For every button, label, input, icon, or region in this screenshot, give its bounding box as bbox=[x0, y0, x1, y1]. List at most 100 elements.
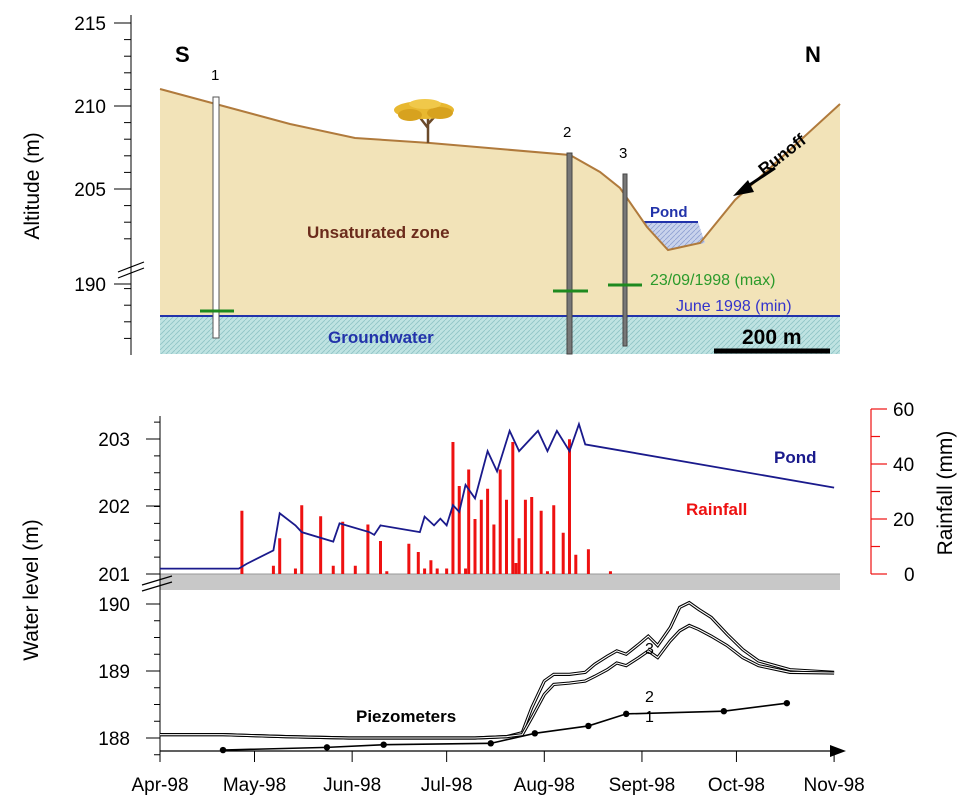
rainfall-bar bbox=[514, 563, 518, 574]
time-axis-tick-label: Jul-98 bbox=[421, 775, 473, 796]
rainfall-tick-label: 40 bbox=[893, 455, 914, 476]
rainfall-bar bbox=[464, 568, 468, 574]
north-label: N bbox=[805, 42, 821, 67]
rainfall-bar bbox=[498, 469, 502, 574]
rainfall-bar bbox=[561, 532, 565, 574]
scale-bar-label: 200 m bbox=[742, 326, 802, 349]
rainfall-bar bbox=[445, 568, 449, 574]
altitude-tick-label: 215 bbox=[74, 14, 106, 35]
rainfall-bar bbox=[278, 538, 282, 574]
piezometer-1-tube bbox=[212, 96, 220, 339]
time-axis-tick-labels: Apr-98 May-98 Jun-98 Jul-98 Aug-98 Sept-98 Oct… bbox=[131, 775, 864, 796]
rainfall-bar bbox=[319, 516, 323, 574]
south-label: S bbox=[175, 42, 190, 67]
pond-series bbox=[160, 421, 835, 570]
piezometer-1-point bbox=[585, 722, 592, 730]
rainfall-bar bbox=[511, 442, 515, 574]
water-level-axis-break bbox=[141, 575, 173, 592]
piezometer-series bbox=[160, 600, 835, 751]
time-axis-tick-label: Jun-98 bbox=[323, 775, 381, 796]
piezometer-3-label: 3 bbox=[619, 145, 627, 162]
rainfall-bar bbox=[523, 499, 527, 574]
piezometer-3-line-inner bbox=[160, 602, 835, 739]
rainfall-bars bbox=[240, 439, 612, 574]
water-level-axis-title: Water level (m) bbox=[20, 519, 43, 661]
water-level-panel: 203 202 201 190 189 188 Water level (m) … bbox=[20, 400, 957, 796]
piezometer-2-curve-label: 2 bbox=[645, 689, 654, 706]
water-level-tick-label: 203 bbox=[98, 430, 130, 451]
rainfall-tick-label: 60 bbox=[893, 400, 914, 421]
rainfall-tick-label: 20 bbox=[893, 510, 914, 531]
tree-icon bbox=[394, 99, 454, 143]
rainfall-bar bbox=[331, 565, 335, 574]
rainfall-bar bbox=[608, 571, 612, 574]
time-axis-tick-label: Apr-98 bbox=[131, 775, 188, 796]
piezometer-1-label: 1 bbox=[211, 67, 219, 84]
unsaturated-zone-area bbox=[160, 89, 840, 316]
rainfall-bar bbox=[300, 505, 304, 574]
piezometer-1-point bbox=[531, 730, 539, 737]
min-level-label: June 1998 (min) bbox=[676, 298, 792, 315]
pond-label: Pond bbox=[650, 204, 688, 221]
time-axis-tick-label: Oct-98 bbox=[708, 775, 765, 796]
ground-surface-line bbox=[159, 88, 841, 252]
piezometer-1-point bbox=[487, 740, 494, 747]
rainfall-bar bbox=[353, 565, 357, 574]
piezometer-3-tube bbox=[622, 173, 628, 347]
pond-line bbox=[160, 421, 835, 570]
piezometer-1-point bbox=[323, 744, 331, 751]
groundwater-area bbox=[160, 316, 840, 354]
water-level-tick-label: 201 bbox=[98, 565, 130, 586]
pond-series-label: Pond bbox=[774, 448, 817, 467]
rainfall-bar bbox=[552, 505, 556, 574]
rainfall-bar bbox=[379, 541, 382, 574]
rainfall-axis-title: Rainfall (mm) bbox=[934, 431, 957, 556]
water-level-tick-label: 202 bbox=[98, 497, 130, 518]
rainfall-bar bbox=[530, 497, 534, 574]
time-axis-tick-label: Aug-98 bbox=[514, 775, 575, 796]
rainfall-bar bbox=[505, 499, 508, 574]
rainfall-bar bbox=[467, 469, 471, 574]
piezometer-2-line bbox=[160, 623, 835, 740]
piezometer-3-curve-label: 3 bbox=[645, 641, 654, 658]
altitude-axis-break bbox=[117, 261, 145, 279]
cross-section-panel: Runoff 200 m S N 1 2 3 Unsaturated zone … bbox=[21, 14, 841, 355]
water-level-tick-label: 188 bbox=[98, 729, 130, 750]
piezometer-1-point bbox=[720, 708, 728, 715]
piezometer-1-points bbox=[219, 699, 791, 754]
runoff-arrow-icon bbox=[733, 166, 776, 196]
water-level-tick-label: 189 bbox=[98, 662, 130, 683]
time-axis-tick-label: Sept-98 bbox=[609, 775, 676, 796]
piezometer-2-tube bbox=[566, 152, 573, 355]
piezometers-label: Piezometers bbox=[356, 707, 456, 726]
rainfall-bar bbox=[385, 571, 389, 574]
piezometer-1-line bbox=[222, 702, 787, 751]
rainfall-bar bbox=[416, 552, 420, 574]
rainfall-bar bbox=[568, 439, 571, 574]
unsaturated-zone-label: Unsaturated zone bbox=[307, 223, 450, 242]
piezometer-2-line-inner bbox=[160, 624, 835, 739]
rainfall-bar bbox=[240, 510, 244, 574]
time-axis-arrow-icon bbox=[830, 745, 846, 757]
rainfall-bar bbox=[271, 565, 275, 574]
rainfall-bar bbox=[492, 524, 496, 574]
rainfall-bar bbox=[341, 521, 345, 574]
rainfall-bar bbox=[407, 543, 411, 574]
altitude-tick-label: 210 bbox=[74, 97, 106, 118]
rainfall-bar bbox=[517, 538, 521, 574]
piezometer-1-point bbox=[623, 710, 630, 718]
time-axis-tick-label: Nov-98 bbox=[803, 775, 864, 796]
altitude-tick-label: 205 bbox=[74, 180, 106, 201]
water-level-axis-minor-ticks bbox=[154, 421, 160, 756]
rainfall-bar bbox=[539, 510, 543, 574]
piezometer-1-point bbox=[783, 699, 791, 707]
rainfall-axis-ticks bbox=[871, 408, 887, 575]
piezometer-1-point bbox=[219, 746, 227, 754]
rainfall-bar bbox=[429, 560, 433, 574]
rainfall-bar bbox=[545, 571, 549, 574]
piezometer-2-label: 2 bbox=[563, 124, 571, 141]
rainfall-axis: 60 40 20 0 Rainfall (mm) bbox=[870, 400, 957, 586]
rainfall-bar bbox=[586, 549, 590, 574]
water-level-tick-label: 190 bbox=[98, 595, 130, 616]
